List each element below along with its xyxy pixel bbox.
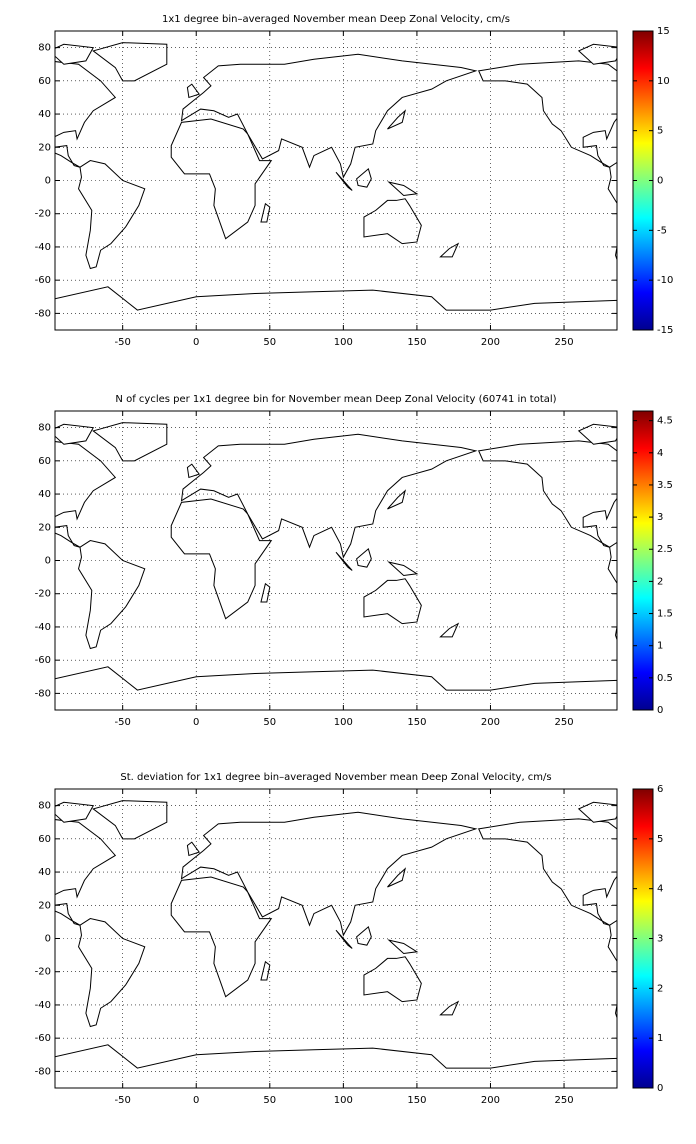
x-tick-label: 150	[407, 1095, 426, 1106]
x-tick-label: 0	[193, 717, 199, 728]
colorbar	[632, 410, 654, 711]
x-tick-label: 50	[263, 1095, 276, 1106]
y-tick-label: 0	[45, 176, 51, 187]
colorbar-label: 4	[657, 448, 663, 459]
x-tick-label: 50	[263, 717, 276, 728]
colorbar-label: 6	[657, 784, 663, 795]
colorbar-label: 4.5	[657, 416, 673, 427]
y-tick-label: -20	[35, 967, 51, 978]
panel-title: 1x1 degree bin–averaged November mean De…	[162, 14, 510, 25]
colorbar-label: 3.5	[657, 480, 673, 491]
colorbar-label: 1	[657, 641, 663, 652]
y-tick-label: 60	[38, 456, 51, 467]
x-tick-label: 50	[263, 337, 276, 348]
colorbar-label: 1.5	[657, 609, 673, 620]
y-tick-label: -80	[35, 688, 51, 699]
y-tick-label: 80	[38, 801, 51, 812]
x-tick-label: 150	[407, 717, 426, 728]
x-tick-label: 200	[481, 337, 500, 348]
colorbar-label: -5	[657, 225, 667, 236]
colorbar-label: 2	[657, 576, 663, 587]
panel-title: St. deviation for 1x1 degree bin–average…	[120, 772, 551, 783]
y-tick-label: 0	[45, 556, 51, 567]
y-tick-label: 20	[38, 900, 51, 911]
colorbar-label: -15	[657, 325, 673, 336]
colorbar-label: 10	[657, 76, 670, 87]
colorbar-label: 0	[657, 176, 663, 187]
y-tick-label: 40	[38, 867, 51, 878]
colorbar-label: 5	[657, 834, 663, 845]
y-tick-label: -40	[35, 242, 51, 253]
map-frame	[54, 788, 618, 1089]
colorbar-label: 1	[657, 1033, 663, 1044]
x-tick-label: 200	[481, 717, 500, 728]
x-tick-label: -50	[115, 1095, 131, 1106]
x-tick-label: -50	[115, 337, 131, 348]
y-tick-label: -40	[35, 1000, 51, 1011]
panel-title: N of cycles per 1x1 degree bin for Novem…	[115, 394, 556, 405]
x-tick-label: 250	[554, 1095, 573, 1106]
y-tick-label: 20	[38, 522, 51, 533]
y-tick-label: -60	[35, 1033, 51, 1044]
y-tick-label: -20	[35, 589, 51, 600]
colorbar-label: 0	[657, 705, 663, 716]
x-tick-label: 150	[407, 337, 426, 348]
x-tick-label: 100	[334, 1095, 353, 1106]
y-tick-label: 40	[38, 109, 51, 120]
y-tick-label: 60	[38, 834, 51, 845]
x-tick-label: 100	[334, 337, 353, 348]
y-tick-label: 0	[45, 934, 51, 945]
colorbar-label: 0	[657, 1083, 663, 1094]
y-tick-label: 60	[38, 76, 51, 87]
y-tick-label: 80	[38, 43, 51, 54]
y-tick-label: 20	[38, 142, 51, 153]
colorbar-label: 2.5	[657, 544, 673, 555]
y-tick-label: 80	[38, 423, 51, 434]
x-tick-label: 0	[193, 1095, 199, 1106]
colorbar-label: 3	[657, 512, 663, 523]
x-tick-label: 200	[481, 1095, 500, 1106]
y-tick-label: -80	[35, 308, 51, 319]
colorbar-label: -10	[657, 275, 673, 286]
x-tick-label: 100	[334, 717, 353, 728]
map-frame	[54, 30, 618, 331]
x-tick-label: 250	[554, 717, 573, 728]
x-tick-label: 250	[554, 337, 573, 348]
x-tick-label: 0	[193, 337, 199, 348]
y-tick-label: -40	[35, 622, 51, 633]
colorbar-label: 5	[657, 126, 663, 137]
colorbar-label: 2	[657, 983, 663, 994]
y-tick-label: -60	[35, 655, 51, 666]
y-tick-label: -20	[35, 209, 51, 220]
colorbar-label: 0.5	[657, 673, 673, 684]
y-tick-label: -60	[35, 275, 51, 286]
colorbar-label: 15	[657, 26, 670, 37]
x-tick-label: -50	[115, 717, 131, 728]
y-tick-label: 40	[38, 489, 51, 500]
colorbar-label: 3	[657, 934, 663, 945]
map-frame	[54, 410, 618, 711]
y-tick-label: -80	[35, 1066, 51, 1077]
colorbar-label: 4	[657, 884, 663, 895]
